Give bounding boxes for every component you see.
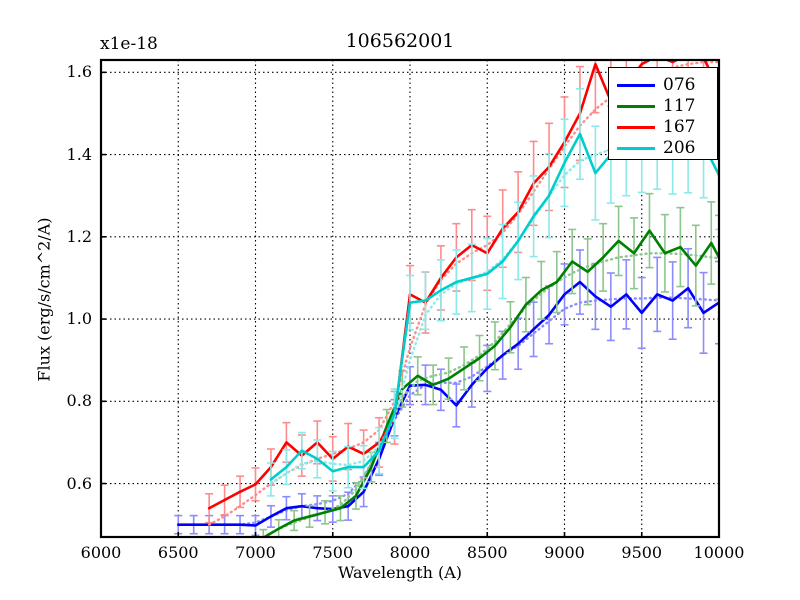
x-tick-label: 7500 (312, 543, 354, 562)
line-117 (262, 229, 719, 537)
legend-item-206[interactable]: 206 (609, 137, 719, 160)
y-tick-labels: 0.6 0.8 1.0 1.2 1.4 1.6 (46, 0, 92, 600)
legend-item-117[interactable]: 117 (609, 95, 719, 118)
legend-swatch-167 (617, 126, 655, 129)
y-axis-exponent-label: x1e-18 (100, 34, 158, 54)
legend-swatch-117 (617, 105, 655, 108)
x-tick-label: 7000 (235, 543, 276, 562)
legend-label-076: 076 (663, 75, 696, 95)
chart-title: 106562001 (345, 30, 455, 52)
legend: 076 117 167 206 (608, 67, 718, 160)
x-tick-label: 9000 (544, 543, 585, 562)
x-tick-label: 6500 (157, 543, 199, 562)
legend-label-206: 206 (663, 138, 696, 158)
y-tick-label: 1.0 (66, 309, 92, 329)
series-117 (259, 192, 719, 537)
axis-ticks (100, 71, 720, 537)
legend-label-117: 117 (663, 96, 696, 116)
x-tick-labels: 6000 6500 7000 7500 8000 8500 9000 9500 10000 (0, 543, 800, 573)
x-tick-label: 8500 (466, 543, 508, 562)
y-axis-label: Flux (erg/s/cm^2/A) (34, 217, 54, 382)
x-tick-label: 8000 (389, 543, 431, 562)
x-axis-label: Wavelength (A) (337, 563, 463, 582)
y-tick-label: 0.6 (66, 473, 92, 493)
legend-item-076[interactable]: 076 (609, 74, 719, 97)
legend-item-167[interactable]: 167 (609, 116, 719, 139)
legend-swatch-076 (617, 84, 655, 87)
y-tick-label: 0.8 (66, 391, 92, 411)
x-tick-label: 6000 (80, 543, 122, 562)
x-tick-label: 10000 (693, 543, 745, 562)
y-tick-label: 1.4 (66, 144, 92, 164)
y-tick-label: 1.2 (66, 226, 92, 246)
legend-label-167: 167 (663, 117, 696, 137)
legend-swatch-206 (617, 147, 655, 150)
x-tick-label: 9500 (621, 543, 663, 562)
trend-line-117 (262, 252, 719, 537)
y-tick-label: 1.6 (66, 62, 92, 82)
